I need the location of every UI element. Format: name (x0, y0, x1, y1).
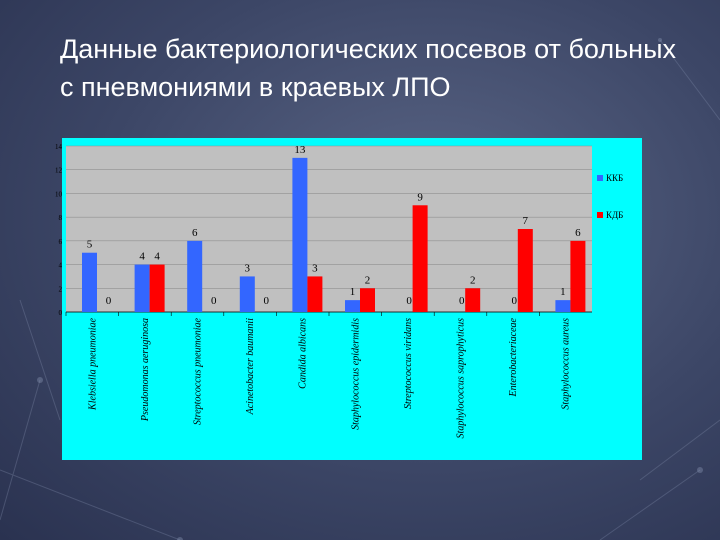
y-tick-label: 4 (59, 262, 63, 270)
bar (360, 288, 375, 312)
bar (345, 300, 360, 312)
x-tick-label: Staphylococcus aureus (561, 318, 572, 410)
data-label: 3 (245, 262, 251, 274)
data-label: 13 (294, 144, 306, 156)
x-tick-label: Streptococcus pneumoniae (193, 317, 204, 425)
data-label: 0 (211, 295, 217, 307)
x-tick-label: Candida albicans (298, 318, 309, 389)
data-label: 2 (470, 274, 476, 286)
y-tick-label: 10 (55, 190, 63, 198)
data-label: 4 (139, 251, 145, 263)
data-label: 4 (154, 251, 160, 263)
x-tick-label: Enterobacteriaceae (508, 317, 519, 397)
y-tick-label: 8 (59, 214, 63, 222)
y-tick-label: 6 (59, 238, 63, 246)
bar (570, 240, 586, 312)
data-label: 0 (264, 295, 270, 307)
data-label: 5 (87, 239, 93, 251)
data-label: 2 (365, 274, 371, 286)
bar (307, 276, 323, 312)
data-label: 0 (459, 295, 465, 307)
y-tick-label: 12 (55, 167, 63, 175)
bar (412, 205, 428, 312)
bar (239, 276, 255, 312)
x-tick-label: Pseudomonas aeruginosa (140, 318, 151, 422)
data-label: 6 (192, 227, 198, 239)
y-tick-label: 0 (59, 309, 63, 317)
x-tick-label: Streptococcus viridans (403, 318, 414, 409)
x-tick-label: Staphylococcus epidermidis (350, 318, 361, 430)
y-tick-label: 2 (59, 285, 63, 293)
slide-title: Данные бактериологических посевов от бол… (60, 34, 676, 102)
data-label: 1 (350, 286, 356, 298)
bar (82, 252, 97, 312)
data-label: 1 (560, 286, 566, 298)
bar (465, 288, 481, 312)
x-tick-label: Acinetobacter baumanii (245, 318, 256, 416)
x-tick-label: Staphylococcus saprophyticus (456, 318, 467, 439)
legend-swatch (597, 175, 603, 181)
data-label: 0 (106, 295, 112, 307)
y-tick-label: 14 (55, 143, 63, 151)
bar (149, 264, 165, 312)
legend-label: ККБ (606, 173, 623, 183)
data-label: 9 (417, 191, 423, 203)
data-label: 6 (575, 227, 581, 239)
data-label: 7 (523, 215, 529, 227)
bar (517, 229, 533, 312)
bar (555, 300, 571, 312)
data-label: 0 (406, 295, 412, 307)
legend-swatch (597, 212, 603, 218)
x-tick-label: Klebsiella pneumoniae (87, 317, 98, 410)
bar (134, 264, 150, 312)
bar (292, 157, 308, 312)
data-label: 0 (512, 295, 518, 307)
legend-label: КДБ (606, 210, 623, 220)
bar (187, 240, 203, 312)
data-label: 3 (312, 262, 318, 274)
